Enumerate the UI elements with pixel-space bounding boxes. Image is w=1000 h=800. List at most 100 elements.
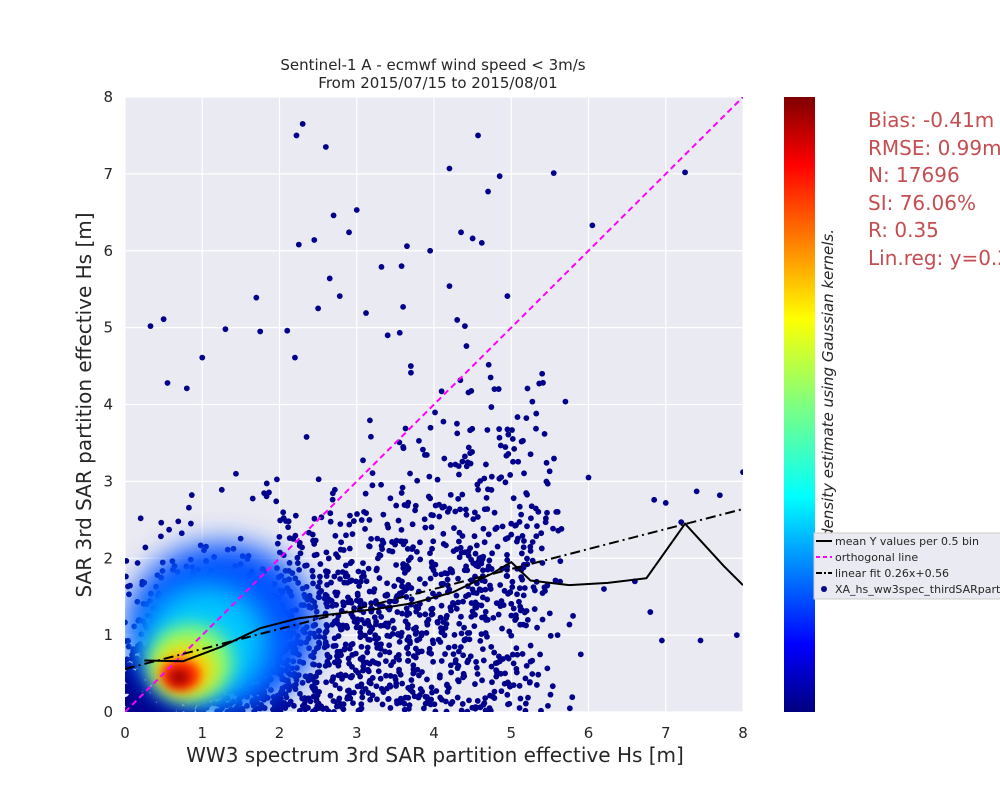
scatter-point [431, 701, 438, 708]
scatter-point [157, 705, 164, 712]
scatter-point [504, 691, 511, 698]
scatter-point [475, 486, 481, 493]
scatter-point [125, 558, 130, 564]
scatter-point [344, 695, 351, 702]
scatter-point [432, 409, 438, 416]
scatter-point [419, 446, 426, 453]
scatter-point [522, 707, 529, 712]
scatter-point [491, 688, 498, 695]
scatter-point [450, 651, 457, 657]
scatter-point [527, 658, 534, 665]
scatter-point [297, 550, 304, 557]
scatter-point [516, 585, 523, 592]
scatter-point [454, 430, 461, 437]
scatter-point [489, 550, 495, 557]
scatter-point [286, 560, 293, 566]
scatter-point [349, 531, 356, 537]
scatter-point [529, 539, 536, 545]
scatter-point [413, 608, 420, 615]
scatter-point [463, 636, 469, 642]
scatter-point [693, 488, 700, 495]
scatter-point [364, 649, 371, 656]
scatter-point [386, 649, 393, 656]
scatter-point [406, 702, 413, 709]
scatter-point [412, 654, 419, 661]
scatter-point [346, 545, 353, 552]
scatter-point [658, 637, 665, 644]
scatter-point [585, 474, 592, 481]
scatter-point [418, 630, 425, 637]
scatter-point [399, 484, 406, 491]
scatter-point [417, 539, 423, 546]
scatter-point [356, 599, 363, 605]
scatter-point [312, 537, 319, 544]
scatter-point [539, 616, 546, 623]
scatter-point [458, 613, 464, 620]
scatter-point [697, 637, 704, 644]
scatter-point [539, 590, 546, 597]
scatter-point [468, 556, 475, 563]
scatter-point [302, 673, 309, 680]
scatter-point [438, 658, 445, 664]
scatter-point [481, 700, 488, 707]
scatter-point [299, 121, 306, 127]
scatter-point [425, 616, 432, 623]
scatter-point [349, 641, 356, 647]
scatter-point [491, 509, 498, 516]
scatter-point [368, 535, 375, 542]
scatter-point [297, 690, 303, 697]
scatter-point [391, 598, 398, 605]
scatter-point [427, 550, 433, 557]
scatter-point [520, 544, 527, 551]
scatter-point [537, 651, 543, 658]
scatter-point [125, 573, 129, 580]
scatter-point [336, 685, 343, 692]
scatter-point [524, 523, 530, 530]
scatter-point [521, 585, 528, 591]
scatter-point [330, 212, 337, 219]
scatter-point [322, 662, 329, 669]
scatter-point [543, 459, 550, 466]
scatter-point [360, 560, 366, 567]
scatter-point [414, 666, 421, 673]
scatter-point [522, 700, 529, 707]
scatter-point [504, 654, 511, 661]
y-tick-label: 5 [103, 319, 113, 337]
scatter-point [510, 605, 517, 612]
scatter-point [514, 651, 521, 658]
scatter-point [313, 698, 320, 704]
scatter-point [487, 586, 494, 592]
scatter-point [716, 492, 723, 499]
scatter-point [505, 431, 512, 438]
scatter-point [345, 599, 351, 606]
scatter-point [507, 589, 513, 596]
scatter-point [367, 636, 373, 643]
scatter-point [414, 477, 421, 484]
scatter-point [513, 645, 520, 652]
scatter-point [430, 538, 437, 545]
scatter-point [511, 445, 518, 452]
scatter-point [311, 515, 318, 522]
scatter-point [447, 462, 454, 468]
scatter-point [400, 303, 406, 310]
scatter-point [509, 651, 516, 658]
scatter-point [468, 600, 475, 606]
scatter-point [453, 592, 460, 599]
scatter-point [520, 592, 527, 599]
scatter-point [430, 640, 437, 647]
scatter-point [534, 624, 540, 631]
scatter-point [484, 596, 491, 603]
scatter-point [199, 354, 206, 361]
scatter-point [382, 648, 388, 655]
scatter-point [175, 518, 182, 525]
scatter-point [365, 565, 372, 572]
scatter-point [471, 561, 478, 567]
scatter-point [412, 507, 418, 514]
scatter-point [419, 669, 425, 675]
scatter-point [331, 573, 338, 580]
scatter-point [528, 515, 534, 522]
scatter-point [428, 524, 435, 531]
scatter-point [395, 517, 402, 524]
scatter-point [487, 374, 494, 381]
scatter-point [414, 637, 421, 644]
